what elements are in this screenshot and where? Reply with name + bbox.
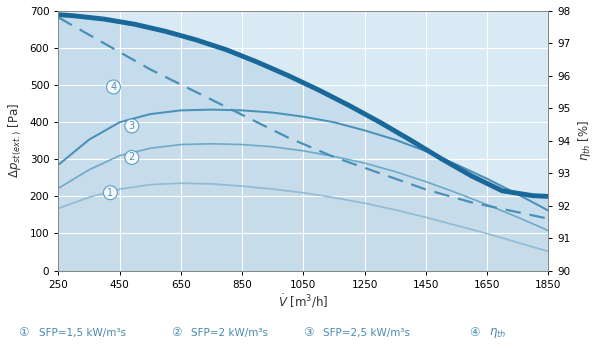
Text: SFP=1,5 kW/m³s: SFP=1,5 kW/m³s — [39, 328, 126, 338]
Text: 4: 4 — [110, 82, 116, 92]
Text: 1: 1 — [107, 188, 113, 198]
Text: 2: 2 — [129, 152, 135, 163]
Text: SFP=2 kW/m³s: SFP=2 kW/m³s — [191, 328, 268, 338]
Y-axis label: $\eta_{th}$ [%]: $\eta_{th}$ [%] — [576, 120, 593, 162]
Y-axis label: $\Delta p_{st(ext.)}$ [Pa]: $\Delta p_{st(ext.)}$ [Pa] — [7, 103, 24, 178]
X-axis label: $\dot{V}$ [m$^3$/h]: $\dot{V}$ [m$^3$/h] — [278, 293, 329, 310]
Text: ②: ② — [171, 326, 181, 339]
Text: $\eta_{th}$: $\eta_{th}$ — [489, 326, 506, 340]
Text: ④: ④ — [469, 326, 480, 339]
Text: ③: ③ — [303, 326, 314, 339]
Text: SFP=2,5 kW/m³s: SFP=2,5 kW/m³s — [323, 328, 410, 338]
Text: ①: ① — [18, 326, 29, 339]
Text: 3: 3 — [129, 121, 135, 131]
